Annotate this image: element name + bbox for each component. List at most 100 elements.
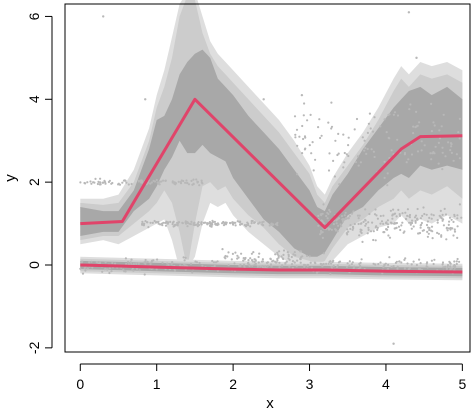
scatter-point-cluster-0 bbox=[179, 264, 182, 267]
scatter-point-cluster-3 bbox=[441, 213, 444, 216]
scatter-point-cluster-3 bbox=[453, 230, 457, 233]
scatter-point-cluster-0 bbox=[404, 257, 407, 260]
scatter-point-cluster-2 bbox=[262, 220, 265, 223]
scatter-point-cluster-0 bbox=[81, 260, 84, 263]
scatter-point-cluster-2 bbox=[144, 220, 147, 223]
scatter-point-cluster-0 bbox=[353, 265, 356, 268]
scatter-point-cluster-4 bbox=[434, 145, 437, 148]
scatter-point-cluster-4 bbox=[327, 169, 331, 172]
scatter-point-cluster-0 bbox=[135, 262, 138, 265]
scatter-point-cluster-5 bbox=[224, 254, 227, 258]
scatter-point-cluster-3 bbox=[383, 231, 386, 234]
scatter-point-cluster-2 bbox=[208, 224, 212, 227]
scatter-point-cluster-3 bbox=[445, 227, 448, 230]
scatter-point-cluster-3 bbox=[343, 214, 346, 217]
scatter-point-cluster-4 bbox=[330, 127, 333, 130]
scatter-point-cluster-4 bbox=[393, 111, 397, 114]
scatter-point-cluster-0 bbox=[379, 261, 382, 264]
scatter-point-cluster-3 bbox=[412, 225, 415, 228]
scatter-point-cluster-0 bbox=[456, 257, 459, 261]
scatter-point-cluster-2 bbox=[234, 224, 237, 227]
scatter-point-cluster-0 bbox=[108, 267, 111, 270]
scatter-point-cluster-3 bbox=[426, 235, 429, 238]
scatter-point-cluster-2 bbox=[164, 224, 168, 227]
scatter-point-cluster-0 bbox=[214, 261, 218, 264]
scatter-point-cluster-1 bbox=[190, 179, 193, 182]
scatter-point-cluster-3 bbox=[392, 208, 395, 211]
scatter-point-cluster-0 bbox=[441, 263, 444, 266]
scatter-point-cluster-2 bbox=[159, 223, 162, 226]
scatter-point-cluster-0 bbox=[272, 259, 275, 262]
scatter-point-cluster-3 bbox=[367, 228, 370, 231]
scatter-point-cluster-4 bbox=[412, 132, 415, 135]
scatter-point-cluster-0 bbox=[410, 263, 413, 266]
scatter-point-cluster-5 bbox=[308, 255, 311, 258]
scatter-point-cluster-3 bbox=[390, 222, 393, 225]
scatter-point-cluster-3 bbox=[356, 214, 360, 217]
scatter-point-cluster-2 bbox=[270, 222, 273, 225]
scatter-point-cluster-0 bbox=[395, 260, 398, 263]
scatter-point-cluster-5 bbox=[224, 257, 227, 260]
scatter-point-cluster-1 bbox=[171, 180, 174, 183]
x-tick-label: 4 bbox=[382, 376, 390, 392]
scatter-point-cluster-0 bbox=[182, 256, 185, 259]
scatter-point-cluster-1 bbox=[158, 183, 161, 186]
scatter-point-cluster-3 bbox=[451, 227, 454, 230]
scatter-point-cluster-0 bbox=[91, 266, 94, 269]
outlier-point-1 bbox=[407, 11, 411, 14]
scatter-point-cluster-3 bbox=[376, 228, 379, 231]
scatter-point-cluster-0 bbox=[309, 261, 312, 264]
scatter-point-cluster-3 bbox=[395, 215, 398, 218]
scatter-point-cluster-3 bbox=[456, 217, 459, 220]
scatter-point-cluster-0 bbox=[359, 264, 362, 268]
scatter-point-cluster-4 bbox=[369, 127, 372, 130]
scatter-point-cluster-2 bbox=[217, 223, 220, 226]
scatter-point-cluster-0 bbox=[230, 258, 233, 261]
scatter-point-cluster-3 bbox=[411, 219, 414, 222]
scatter-point-cluster-0 bbox=[400, 261, 403, 264]
scatter-point-cluster-3 bbox=[387, 225, 390, 229]
scatter-point-cluster-0 bbox=[84, 269, 87, 272]
outlier-point-2 bbox=[392, 342, 395, 345]
scatter-point-cluster-0 bbox=[310, 266, 313, 269]
scatter-point-cluster-0 bbox=[130, 258, 133, 261]
scatter-point-cluster-4 bbox=[354, 161, 358, 164]
scatter-point-cluster-0 bbox=[345, 265, 348, 268]
scatter-point-cluster-3 bbox=[364, 218, 367, 221]
scatter-point-cluster-0 bbox=[458, 260, 461, 263]
scatter-point-cluster-0 bbox=[293, 261, 296, 264]
scatter-point-cluster-0 bbox=[291, 266, 294, 269]
scatter-point-cluster-3 bbox=[336, 230, 339, 233]
scatter-point-cluster-3 bbox=[339, 223, 342, 226]
scatter-point-cluster-3 bbox=[376, 217, 379, 220]
scatter-point-cluster-3 bbox=[375, 225, 378, 228]
scatter-point-cluster-1 bbox=[97, 180, 100, 183]
scatter-point-cluster-4 bbox=[342, 166, 345, 169]
scatter-point-cluster-3 bbox=[448, 216, 452, 219]
scatter-point-cluster-3 bbox=[422, 229, 425, 232]
scatter-point-cluster-5 bbox=[252, 251, 255, 254]
scatter-point-cluster-2 bbox=[173, 224, 176, 227]
scatter-point-cluster-0 bbox=[198, 261, 201, 265]
scatter-point-cluster-4 bbox=[309, 113, 312, 116]
scatter-point-cluster-0 bbox=[212, 261, 216, 264]
scatter-point-cluster-0 bbox=[455, 262, 458, 266]
scatter-point-cluster-0 bbox=[132, 262, 135, 266]
scatter-point-cluster-3 bbox=[353, 222, 356, 226]
scatter-point-cluster-1 bbox=[152, 179, 155, 182]
scatter-point-cluster-0 bbox=[441, 261, 445, 264]
scatter-point-cluster-3 bbox=[416, 207, 419, 211]
scatter-point-cluster-0 bbox=[184, 256, 187, 259]
scatter-point-cluster-3 bbox=[445, 238, 448, 241]
scatter-point-cluster-2 bbox=[247, 222, 250, 225]
scatter-point-cluster-3 bbox=[376, 226, 379, 229]
scatter-point-cluster-3 bbox=[348, 215, 351, 218]
scatter-point-cluster-0 bbox=[327, 262, 330, 265]
scatter-point-cluster-0 bbox=[336, 264, 339, 267]
scatter-point-cluster-3 bbox=[369, 230, 373, 233]
scatter-point-cluster-0 bbox=[261, 260, 264, 263]
axes: 0 1 2 3 4 5 -2 0 2 4 6 bbox=[26, 3, 471, 392]
scatter-point-cluster-3 bbox=[430, 217, 433, 220]
scatter-point-cluster-4 bbox=[396, 138, 399, 141]
scatter-point-cluster-0 bbox=[419, 262, 422, 265]
